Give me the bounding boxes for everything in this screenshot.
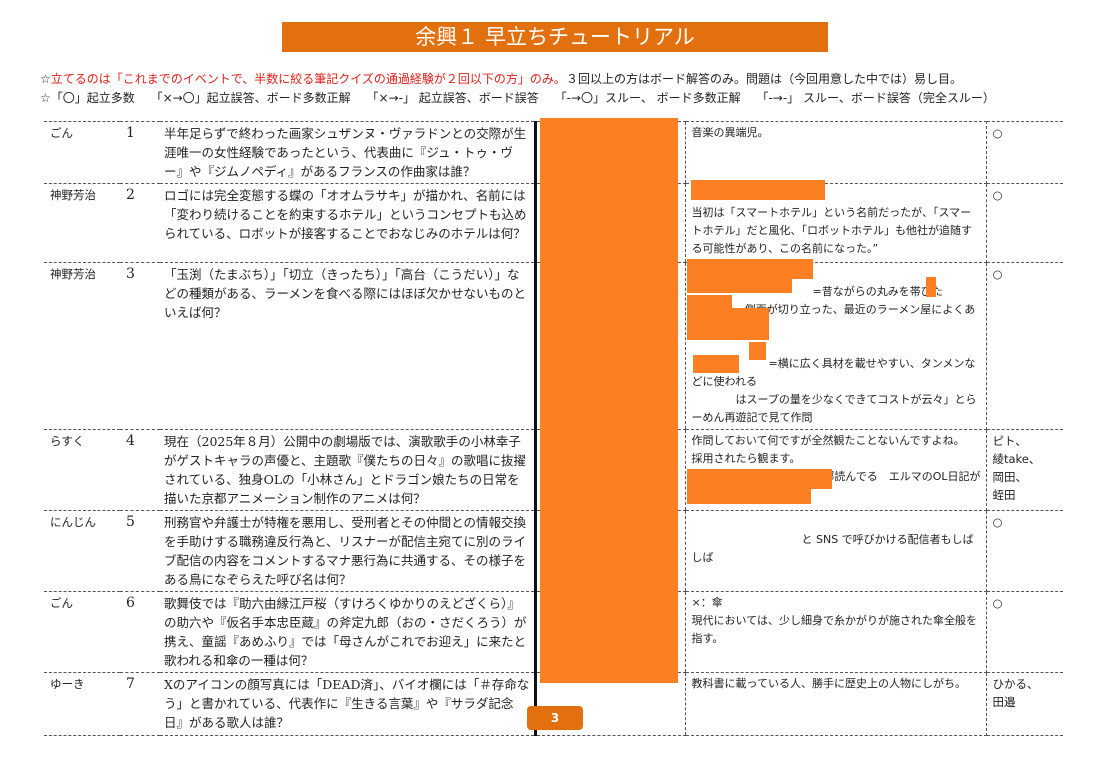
question-cell: 現在（2025年８月）公開中の劇場版では、演歌歌手の小林幸子がゲストキャラの声優…: [160, 429, 535, 511]
redaction: [749, 342, 766, 360]
author-cell: 神野芳治: [44, 183, 120, 263]
number-cell: 6: [120, 591, 160, 673]
comment-cell: 教科書に載っている人、勝手に歴史上の人物にしがち。: [684, 672, 987, 736]
author-cell: ごん: [44, 591, 120, 673]
page-title: 余興１ 早立ちチュートリアル: [282, 22, 828, 52]
eligibility-rest: ３回以上の方はボード解答のみ。問題は（今回用意した中では）易し目。: [565, 72, 962, 86]
eligibility-rule: 立てるのは「これまでのイベントで、半数に絞る筆記クイズの通過経験が２回以下の方」…: [50, 72, 566, 86]
judges-cell: ○: [986, 183, 1063, 263]
answer-redaction: [540, 118, 678, 683]
number-cell: 4: [120, 429, 160, 511]
question-row: ゆーき 7 Xのアイコンの顔写真には「DEAD済」、バイオ欄には「＃存命なう」と書か…: [44, 672, 1063, 736]
comment-cell: 音楽の異端児。: [684, 121, 987, 184]
eligibility-note: ☆立てるのは「これまでのイベントで、半数に絞る筆記クイズの通過経験が２回以下の方…: [40, 70, 962, 87]
scoring-legend: ☆「〇」起立多数 「×→〇」起立誤答、ボード多数正解 「×→-」 起立誤答、ボー…: [40, 91, 995, 105]
author-cell: 神野芳治: [44, 262, 120, 430]
number-cell: 7: [120, 672, 160, 736]
redaction: [693, 355, 739, 373]
judges-cell: ○: [986, 121, 1063, 184]
number-cell: 1: [120, 121, 160, 184]
page-number: 3: [527, 706, 583, 730]
judges-cell: ピト、 綾take、 岡田、 蛭田: [986, 429, 1063, 511]
star-mark: ☆: [40, 72, 51, 86]
question-cell: 歌舞伎では『助六由縁江戸桜（すけろくゆかりのえどざくら）』の助六や『仮名手本忠臣…: [160, 591, 535, 673]
judges-cell: ○: [986, 591, 1063, 673]
number-cell: 5: [120, 510, 160, 592]
question-cell: 半年足らずで終わった画家シュザンヌ・ヴァラドンとの交際が生涯唯一の女性経験であっ…: [160, 121, 535, 184]
author-cell: ゆーき: [44, 672, 120, 736]
redaction: [926, 277, 936, 297]
judges-cell: ○: [986, 510, 1063, 592]
question-cell: Xのアイコンの顔写真には「DEAD済」、バイオ欄には「＃存命なう」と書かれている…: [160, 672, 535, 736]
redaction: [691, 180, 825, 200]
comment-cell: と SNS で呼びかける配信者もしばしば: [684, 510, 987, 592]
author-cell: ごん: [44, 121, 120, 184]
judges-cell: ○: [986, 262, 1063, 430]
comment-cell: ×：傘 現代においては、少し細身で糸かがりが施された傘全般を指す。: [684, 591, 987, 673]
author-cell: らすく: [44, 429, 120, 511]
question-cell: 「玉渕（たまぶち）」「切立（きったち）」「高台（こうだい）」などの種類がある、ラ…: [160, 262, 535, 430]
question-cell: 刑務官や弁護士が特権を悪用し、受刑者とその仲間との情報交換を手助けする職務違反行…: [160, 510, 535, 592]
redaction: [687, 469, 832, 489]
judges-cell: ひかる、 田邉: [986, 672, 1063, 736]
redaction: [687, 259, 813, 279]
redaction: [687, 308, 769, 340]
redaction: [687, 487, 811, 504]
redaction: [687, 295, 732, 310]
author-cell: にんじん: [44, 510, 120, 592]
number-cell: 3: [120, 262, 160, 430]
number-cell: 2: [120, 183, 160, 263]
redaction: [687, 276, 792, 293]
question-cell: ロゴには完全変態する蝶の「オオムラサキ」が描かれ、名前には「変わり続けることを約…: [160, 183, 535, 263]
